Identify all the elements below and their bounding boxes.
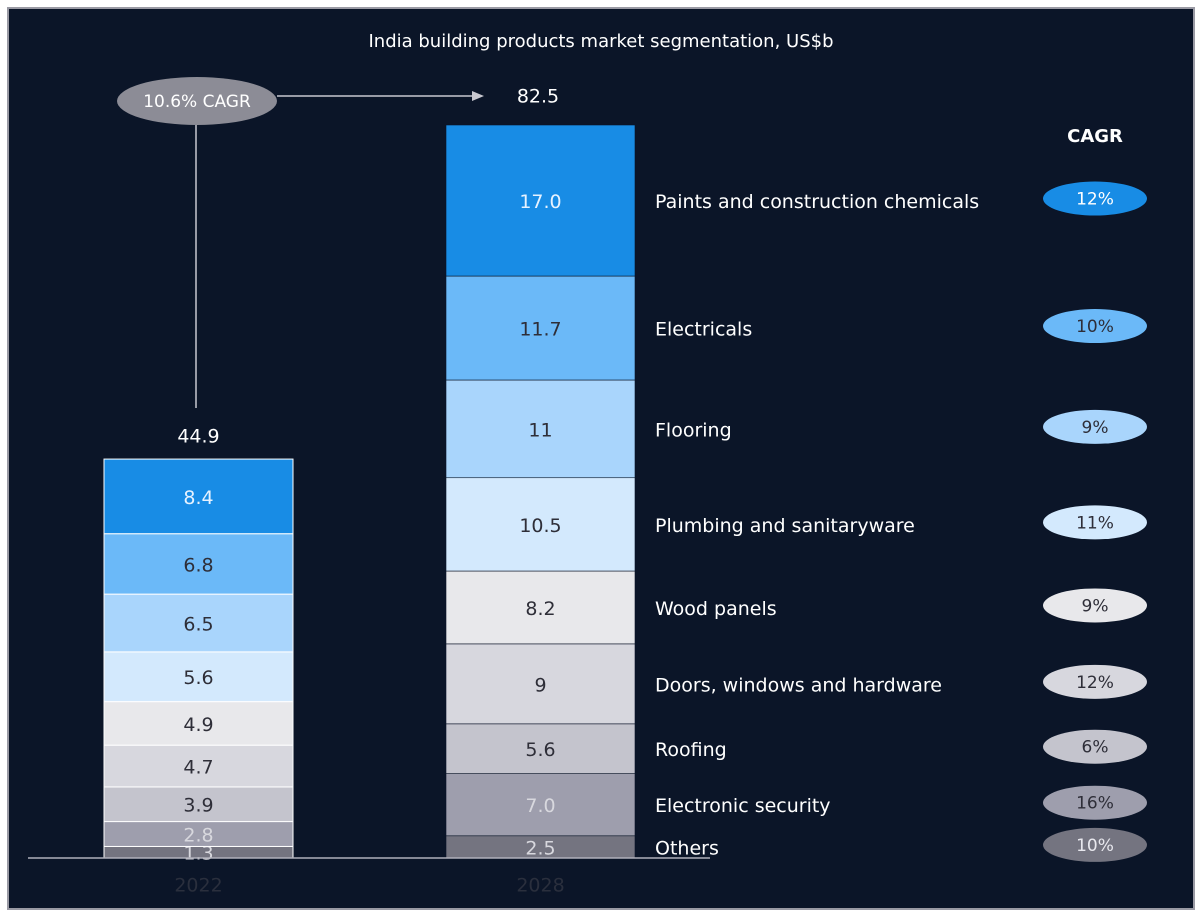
value-label: 17.0 bbox=[519, 191, 561, 213]
value-label: 8.4 bbox=[183, 487, 213, 509]
cagr-annotation: 10.6% CAGR bbox=[143, 92, 251, 112]
value-label: 4.7 bbox=[183, 757, 213, 779]
bar-segment bbox=[445, 570, 636, 645]
bar-segment bbox=[445, 477, 636, 572]
value-label: 3.9 bbox=[183, 795, 213, 817]
value-label: 10.5 bbox=[519, 515, 561, 537]
value-label: 8.2 bbox=[525, 598, 555, 620]
cagr-value: 12% bbox=[1076, 190, 1114, 210]
arrow-head bbox=[472, 91, 484, 101]
bar-segment bbox=[103, 821, 294, 847]
cagr-value: 9% bbox=[1082, 596, 1109, 616]
bar-segment bbox=[103, 786, 294, 823]
cagr-pill bbox=[1043, 729, 1147, 764]
bar-segment bbox=[445, 773, 636, 837]
legend-label: Plumbing and sanitaryware bbox=[655, 515, 915, 537]
bar-segment bbox=[103, 533, 294, 595]
x-tick-label: 2022 bbox=[174, 875, 222, 897]
legend-label: Others bbox=[655, 837, 719, 859]
cagr-pill bbox=[1043, 505, 1147, 540]
bar-segment bbox=[445, 379, 636, 479]
cagr-bubble bbox=[117, 77, 277, 125]
value-label: 5.6 bbox=[183, 667, 213, 689]
total-label: 82.5 bbox=[517, 86, 559, 108]
bar-segment bbox=[103, 744, 294, 788]
cagr-pill bbox=[1043, 309, 1147, 344]
value-label: 7.0 bbox=[525, 795, 555, 817]
value-label: 9 bbox=[534, 674, 546, 696]
cagr-pill bbox=[1043, 664, 1147, 699]
cagr-value: 10% bbox=[1076, 317, 1114, 337]
total-label: 44.9 bbox=[177, 426, 219, 448]
cagr-header: CAGR bbox=[1067, 126, 1123, 147]
cagr-pill bbox=[1043, 827, 1147, 862]
cagr-value: 11% bbox=[1076, 513, 1114, 533]
legend-label: Electronic security bbox=[655, 795, 831, 817]
bar-segment bbox=[445, 723, 636, 774]
value-label: 2.5 bbox=[525, 837, 555, 859]
cagr-pill bbox=[1043, 181, 1147, 216]
value-label: 1.3 bbox=[183, 843, 213, 865]
cagr-pill bbox=[1043, 785, 1147, 820]
value-label: 5.6 bbox=[525, 739, 555, 761]
bar-segment bbox=[445, 124, 636, 277]
bar-segment bbox=[103, 701, 294, 746]
legend-label: Flooring bbox=[655, 419, 732, 441]
x-tick-label: 2028 bbox=[516, 875, 564, 897]
value-label: 11 bbox=[528, 419, 552, 441]
bar-segment bbox=[445, 643, 636, 725]
cagr-value: 6% bbox=[1082, 738, 1109, 758]
cagr-value: 10% bbox=[1076, 836, 1114, 856]
value-label: 4.9 bbox=[183, 714, 213, 736]
bar-segment bbox=[103, 458, 294, 535]
value-label: 6.8 bbox=[183, 554, 213, 576]
cagr-pill bbox=[1043, 409, 1147, 444]
cagr-value: 12% bbox=[1076, 673, 1114, 693]
value-label: 2.8 bbox=[183, 825, 213, 847]
legend-label: Wood panels bbox=[655, 598, 777, 620]
cagr-pill bbox=[1043, 588, 1147, 623]
bar-segment bbox=[445, 275, 636, 381]
chart-title: India building products market segmentat… bbox=[368, 31, 833, 52]
legend-label: Roofing bbox=[655, 739, 727, 761]
legend-label: Paints and construction chemicals bbox=[655, 191, 979, 213]
legend-label: Doors, windows and hardware bbox=[655, 674, 942, 696]
value-label: 11.7 bbox=[519, 319, 561, 341]
legend-label: Electricals bbox=[655, 319, 752, 341]
cagr-value: 16% bbox=[1076, 794, 1114, 814]
bar-segment bbox=[103, 593, 294, 653]
cagr-value: 9% bbox=[1082, 418, 1109, 438]
value-label: 6.5 bbox=[183, 613, 213, 635]
